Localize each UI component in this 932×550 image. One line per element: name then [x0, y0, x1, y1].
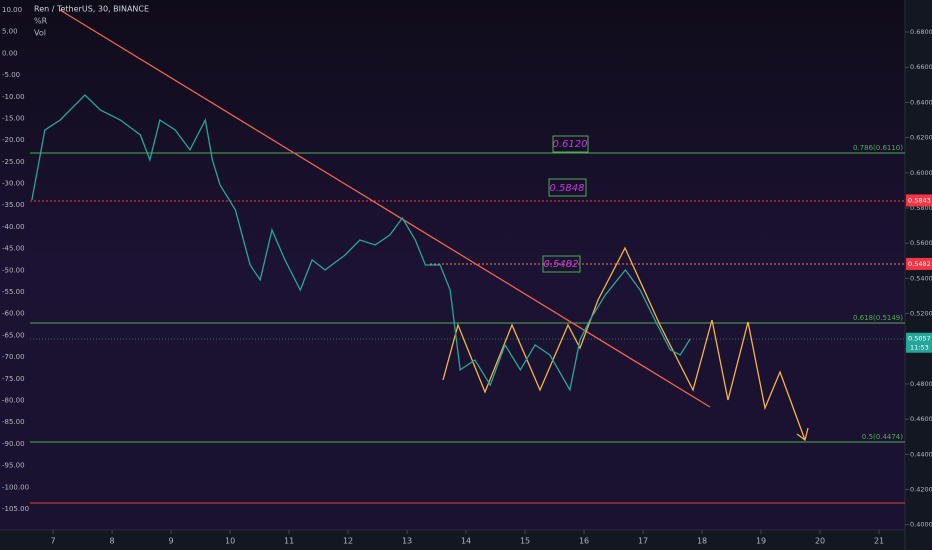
fib-label: 0.5(0.4474)	[862, 433, 903, 441]
x-tick-label: 18	[697, 537, 707, 546]
annotation: 0.5482	[544, 259, 579, 270]
price-label: 0.5843	[908, 196, 931, 204]
fib-label: 0.618(0.5149)	[853, 314, 903, 322]
y-tick-label: 5.00	[2, 28, 18, 36]
price-label: 0.5057	[908, 335, 931, 343]
y-tick-label: -80.00	[2, 397, 25, 405]
x-tick-label: 17	[638, 537, 648, 546]
y2-tick-label: 0.4600	[910, 415, 932, 423]
y2-tick-label: 0.5800	[910, 204, 932, 212]
y-tick-label: -35.00	[2, 201, 25, 209]
y2-tick-label: 0.6200	[910, 134, 932, 142]
y2-tick-label: 0.6800	[910, 28, 932, 36]
y-tick-label: -100.00	[2, 483, 29, 491]
y-tick-label: -5.00	[2, 71, 20, 79]
y-tick-label: -95.00	[2, 462, 25, 470]
y-tick-label: -45.00	[2, 245, 25, 253]
price-label-bg	[906, 257, 932, 270]
chart-title: Ren / TetherUS, 30, BINANCE	[34, 5, 149, 14]
y-tick-label: -75.00	[2, 375, 25, 383]
y-tick-label: -70.00	[2, 353, 25, 361]
x-tick-label: 7	[51, 537, 56, 546]
indicator-label: %R	[34, 17, 48, 26]
annotation: 0.5848	[550, 183, 585, 194]
annotation-box	[548, 178, 587, 197]
y-tick-label: -90.00	[2, 440, 25, 448]
indicator-label: Vol	[34, 29, 46, 38]
y-tick-label: 0.00	[2, 49, 18, 57]
price-label-bg	[906, 194, 932, 207]
x-tick-label: 10	[225, 537, 235, 546]
y2-tick-label: 0.5200	[910, 310, 932, 318]
x-tick-label: 8	[110, 537, 115, 546]
y-tick-label: -65.00	[2, 331, 25, 339]
x-tick-label: 21	[874, 537, 884, 546]
y-tick-label: -105.00	[2, 505, 29, 513]
x-tick-label: 15	[520, 537, 530, 546]
y-tick-label: -55.00	[2, 288, 25, 296]
x-tick-label: 11	[284, 537, 294, 546]
x-tick-label: 14	[461, 537, 471, 546]
fib-label: 0.786(0.6110)	[853, 144, 903, 152]
plot-bg	[0, 0, 905, 530]
arrow-head	[796, 427, 809, 442]
y-tick-label: -25.00	[2, 158, 25, 166]
y-tick-label: -60.00	[2, 310, 25, 318]
x-tick-label: 9	[169, 537, 174, 546]
y2-tick-label: 0.4800	[910, 380, 932, 388]
y2-tick-label: 0.5400	[910, 274, 932, 282]
bottom-axis-bg	[0, 530, 905, 550]
y-tick-label: -30.00	[2, 180, 25, 188]
y2-tick-label: 0.6000	[910, 169, 932, 177]
y-tick-label: -10.00	[2, 93, 25, 101]
annotation-box	[542, 255, 581, 273]
y-tick-label: 10.00	[2, 6, 22, 14]
y-tick-label: -50.00	[2, 266, 25, 274]
right-axis-bg	[905, 0, 932, 550]
price-label-bg	[906, 332, 932, 353]
y-tick-label: -20.00	[2, 136, 25, 144]
annotation-box	[552, 135, 589, 153]
countdown: 11:53	[910, 344, 929, 352]
annotation: 0.6120	[553, 139, 588, 150]
y-tick-label: -85.00	[2, 418, 25, 426]
x-tick-label: 12	[343, 537, 353, 546]
y-tick-label: -15.00	[2, 114, 25, 122]
x-tick-label: 19	[756, 537, 766, 546]
y2-tick-label: 0.4200	[910, 486, 932, 494]
x-tick-label: 20	[815, 537, 825, 546]
price-line	[31, 94, 691, 392]
y2-tick-label: 0.4000	[910, 521, 932, 529]
x-tick-label: 13	[402, 537, 412, 546]
trendline	[59, 9, 711, 408]
price-label: 0.5482	[908, 260, 931, 268]
y-tick-label: -40.00	[2, 223, 25, 231]
x-tick-label: 16	[579, 537, 589, 546]
y2-tick-label: 0.4400	[910, 450, 932, 458]
projection-path	[442, 246, 806, 441]
y2-tick-label: 0.6600	[910, 63, 932, 71]
y2-tick-label: 0.6400	[910, 98, 932, 106]
y2-tick-label: 0.5600	[910, 239, 932, 247]
